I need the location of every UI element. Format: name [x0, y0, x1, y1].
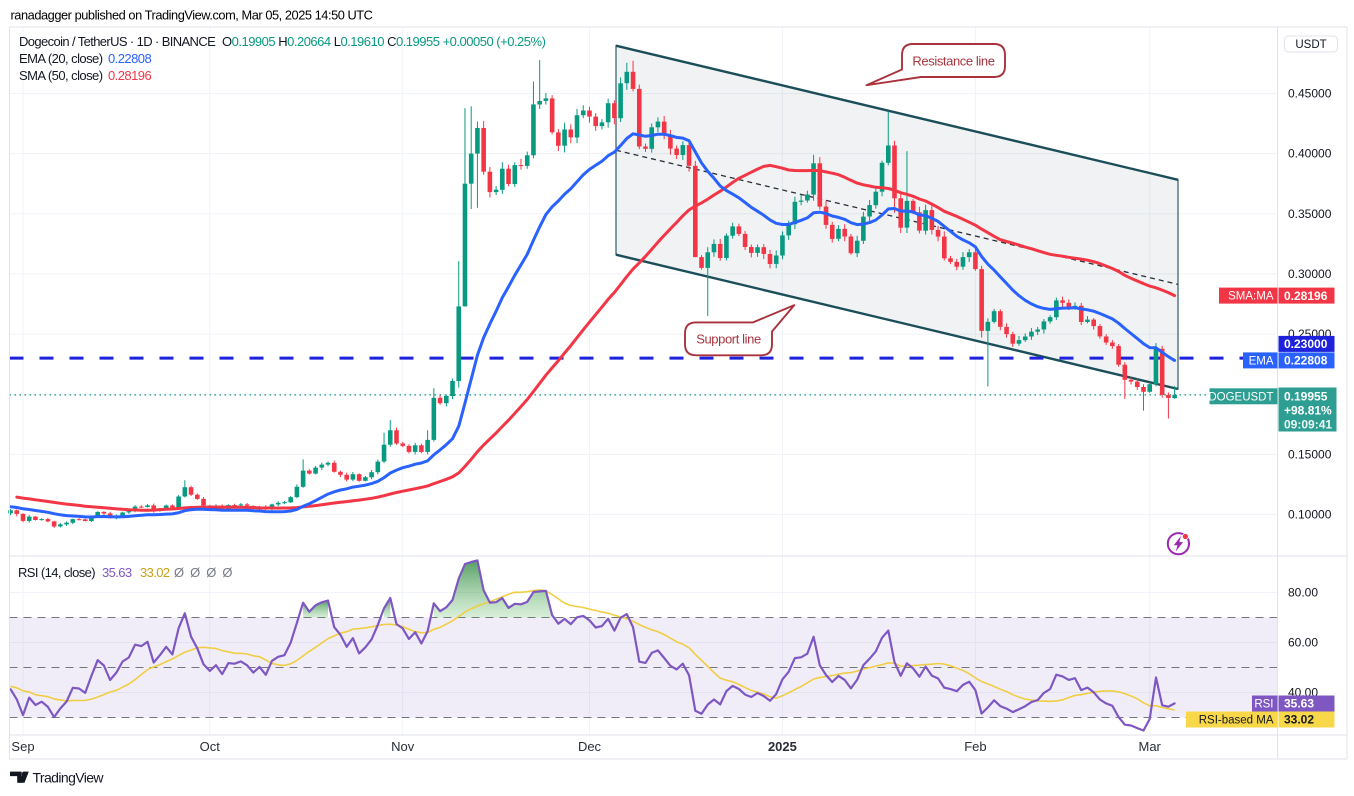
- svg-text:0.40000: 0.40000: [1288, 147, 1332, 161]
- svg-text:0.22808: 0.22808: [1284, 354, 1328, 368]
- svg-text:Oct: Oct: [200, 739, 221, 754]
- svg-text:RSI-based MA: RSI-based MA: [1199, 715, 1274, 727]
- svg-text:Dec: Dec: [578, 739, 602, 754]
- svg-text:0.30000: 0.30000: [1288, 267, 1332, 281]
- svg-text:2025: 2025: [768, 739, 797, 754]
- svg-text:RSI (14, close) 35.63 33.02: RSI (14, close) 35.63 33.02: [18, 565, 170, 580]
- svg-text:DOGEUSDT: DOGEUSDT: [1208, 391, 1273, 403]
- svg-text:Feb: Feb: [964, 739, 986, 754]
- svg-text:Nov: Nov: [391, 739, 415, 754]
- svg-text:TradingView: TradingView: [33, 770, 105, 786]
- svg-text:09:09:41: 09:09:41: [1284, 417, 1332, 431]
- svg-text:SMA (50, close) 0.28196: SMA (50, close) 0.28196: [19, 68, 151, 83]
- svg-text:Resistance line: Resistance line: [912, 54, 994, 69]
- svg-text:0.15000: 0.15000: [1288, 447, 1332, 461]
- svg-text:ØØØØ: ØØØØ: [174, 565, 238, 580]
- svg-text:Dogecoin / TetherUS · 1D · BIN: Dogecoin / TetherUS · 1D · BINANCE: [19, 34, 216, 49]
- svg-text:USDT: USDT: [1295, 39, 1326, 51]
- svg-text:RSI: RSI: [1254, 699, 1273, 711]
- svg-text:35.63: 35.63: [1284, 697, 1314, 711]
- svg-text:EMA (20, close) 0.22808: EMA (20, close) 0.22808: [19, 51, 151, 66]
- svg-text:0.45000: 0.45000: [1288, 87, 1332, 101]
- svg-text:SMA:MA: SMA:MA: [1228, 291, 1274, 303]
- svg-text:O0.19905 H0.20664 L0.19610 C0.: O0.19905 H0.20664 L0.19610 C0.19955 +0.0…: [222, 34, 546, 49]
- svg-text:80.00: 80.00: [1288, 586, 1318, 600]
- svg-text:60.00: 60.00: [1288, 636, 1318, 650]
- svg-text:0.28196: 0.28196: [1284, 289, 1328, 303]
- svg-text:0.19955: 0.19955: [1284, 389, 1328, 403]
- svg-text:0.35000: 0.35000: [1288, 207, 1332, 221]
- svg-text:Sep: Sep: [11, 739, 34, 754]
- svg-text:EMA: EMA: [1249, 355, 1274, 367]
- svg-text:ranadagger published on Tradin: ranadagger published on TradingView.com,…: [11, 8, 373, 23]
- svg-text:0.23000: 0.23000: [1284, 337, 1328, 351]
- svg-text:Support line: Support line: [696, 332, 761, 347]
- svg-text:Mar: Mar: [1139, 739, 1162, 754]
- svg-text:33.02: 33.02: [1284, 713, 1314, 727]
- svg-text:+98.81%: +98.81%: [1284, 403, 1332, 417]
- svg-text:0.10000: 0.10000: [1288, 508, 1332, 522]
